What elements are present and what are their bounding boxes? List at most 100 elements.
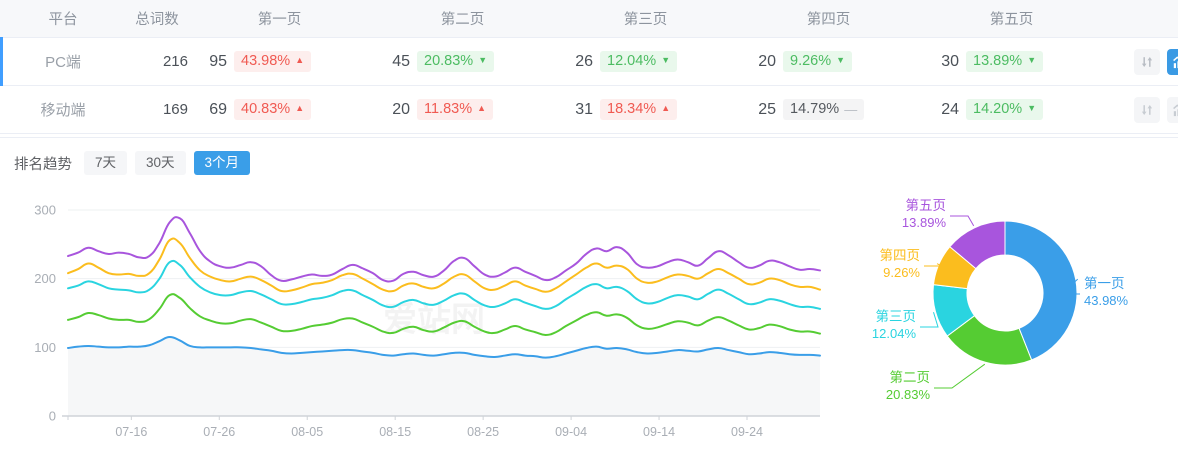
arrow-down-icon: ▼ xyxy=(478,54,488,65)
range-selector: 7天 30天 3个月 xyxy=(84,150,251,176)
page-share-chip: 11.83% ▲ xyxy=(417,98,494,121)
page-share-value: 43.98% xyxy=(241,52,291,69)
flat-dash-icon: — xyxy=(844,101,858,117)
svg-text:07-26: 07-26 xyxy=(203,425,235,439)
page-count: 95 xyxy=(209,52,227,70)
trend-header: 排名趋势 7天 30天 3个月 xyxy=(0,138,1178,188)
svg-text:09-04: 09-04 xyxy=(555,425,587,439)
page-share-chip: 9.26% ▼ xyxy=(783,50,853,73)
cell-actions xyxy=(1103,85,1178,134)
sort-updown-icon[interactable] xyxy=(1134,48,1160,75)
page-share-chip: 12.04% ▼ xyxy=(600,50,678,73)
range-button-30d[interactable]: 30天 xyxy=(135,150,186,176)
page-share-value: 20.83% xyxy=(424,52,474,69)
donut-slice-label: 第一页 xyxy=(1084,275,1125,291)
page-count: 24 xyxy=(941,100,959,118)
page-distribution-donut-chart[interactable]: 第一页 43.98% 第二页 20.83% 第三页 12.04% 第四页 9.26% 第五页 13… xyxy=(838,188,1178,454)
cell-page-3: 26 12.04% ▼ xyxy=(554,37,737,86)
column-header-page-2: 第二页 xyxy=(371,0,554,38)
page-count: 30 xyxy=(941,52,959,70)
page-count: 20 xyxy=(392,100,410,118)
donut-slice-value: 12.04% xyxy=(872,326,917,341)
page-share-chip: 43.98% ▲ xyxy=(234,50,312,73)
cell-page-4: 25 14.79% — xyxy=(737,85,920,134)
donut-slice-label: 第二页 xyxy=(890,369,931,385)
trend-title: 排名趋势 xyxy=(14,156,72,173)
page-share-chip: 20.83% ▼ xyxy=(417,50,495,73)
cell-page-2: 45 20.83% ▼ xyxy=(371,37,554,86)
page-count: 26 xyxy=(575,52,593,70)
donut-slice-label: 第五页 xyxy=(906,197,947,213)
page-share-chip: 13.89% ▼ xyxy=(966,50,1044,73)
donut-slice-value: 13.89% xyxy=(902,215,947,230)
page-count: 20 xyxy=(758,52,776,70)
cell-page-1: 69 40.83% ▲ xyxy=(188,85,371,134)
arrow-down-icon: ▼ xyxy=(1027,102,1037,113)
svg-text:100: 100 xyxy=(34,340,56,355)
svg-text:08-25: 08-25 xyxy=(467,425,499,439)
cell-page-4: 20 9.26% ▼ xyxy=(737,37,920,86)
donut-slice-label: 第三页 xyxy=(876,308,917,324)
donut-slice-value: 20.83% xyxy=(886,387,931,402)
cell-page-3: 31 18.34% ▲ xyxy=(554,85,737,134)
page-share-value: 40.83% xyxy=(241,100,291,117)
table-header-row: 平台 总词数 第一页 第二页 第三页 第四页 第五页 xyxy=(0,0,1178,38)
bar-chart-icon[interactable] xyxy=(1167,48,1178,75)
svg-text:08-15: 08-15 xyxy=(379,425,411,439)
arrow-down-icon: ▼ xyxy=(836,54,846,65)
cell-platform: 移动端 xyxy=(0,85,126,134)
column-header-page-5: 第五页 xyxy=(920,0,1103,38)
table-row[interactable]: 移动端 169 69 40.83% ▲ 20 11.83% ▲ xyxy=(0,85,1178,134)
svg-text:09-14: 09-14 xyxy=(643,425,675,439)
arrow-down-icon: ▼ xyxy=(661,54,671,65)
page-share-chip: 14.20% ▼ xyxy=(966,98,1044,121)
cell-page-2: 20 11.83% ▲ xyxy=(371,85,554,134)
range-button-3m[interactable]: 3个月 xyxy=(193,150,251,176)
arrow-up-icon: ▲ xyxy=(295,102,305,113)
table-body: PC端 216 95 43.98% ▲ 45 20.83% ▼ xyxy=(0,36,1178,134)
cell-page-5: 24 14.20% ▼ xyxy=(920,85,1103,134)
page-count: 69 xyxy=(209,100,227,118)
cell-actions xyxy=(1103,37,1178,86)
svg-text:09-24: 09-24 xyxy=(731,425,763,439)
donut-slice-value: 9.26% xyxy=(883,265,920,280)
cell-page-5: 30 13.89% ▼ xyxy=(920,37,1103,86)
column-header-platform: 平台 xyxy=(0,0,126,38)
svg-text:08-05: 08-05 xyxy=(291,425,323,439)
svg-text:200: 200 xyxy=(34,271,56,286)
page-share-chip: 40.83% ▲ xyxy=(234,98,312,121)
cell-page-1: 95 43.98% ▲ xyxy=(188,37,371,86)
cell-total-keywords: 169 xyxy=(126,85,188,134)
range-button-7d[interactable]: 7天 xyxy=(84,150,128,176)
column-header-page-3: 第三页 xyxy=(554,0,737,38)
column-header-total: 总词数 xyxy=(126,0,188,38)
column-header-actions xyxy=(1103,0,1178,38)
svg-text:300: 300 xyxy=(34,203,56,218)
page-count: 45 xyxy=(392,52,410,70)
cell-total-keywords: 216 xyxy=(126,37,188,86)
section-divider xyxy=(0,137,1178,138)
arrow-up-icon: ▲ xyxy=(477,102,487,113)
bar-chart-icon[interactable] xyxy=(1167,96,1178,123)
page-share-value: 18.34% xyxy=(607,100,657,117)
column-header-page-4: 第四页 xyxy=(737,0,920,38)
rank-trend-line-chart[interactable]: 爱站网 300 200 100 0 07-16 07-26 08-05 08-15 08-25 09… xyxy=(0,188,838,448)
page-share-value: 13.89% xyxy=(973,52,1023,69)
arrow-up-icon: ▲ xyxy=(661,102,671,113)
svg-text:0: 0 xyxy=(49,409,56,424)
page-share-value: 11.83% xyxy=(424,100,473,117)
page-share-value: 14.79% xyxy=(790,100,840,117)
page-count: 25 xyxy=(758,100,776,118)
table-header: 平台 总词数 第一页 第二页 第三页 第四页 第五页 xyxy=(0,0,1178,38)
page-share-value: 9.26% xyxy=(790,52,832,69)
page-share-value: 12.04% xyxy=(607,52,657,69)
sort-updown-icon[interactable] xyxy=(1134,96,1160,123)
donut-slice-label: 第四页 xyxy=(880,247,921,263)
column-header-page-1: 第一页 xyxy=(188,0,371,38)
table-row[interactable]: PC端 216 95 43.98% ▲ 45 20.83% ▼ xyxy=(0,36,1178,86)
donut-slice-value: 43.98% xyxy=(1084,293,1129,308)
svg-text:07-16: 07-16 xyxy=(115,425,147,439)
page-count: 31 xyxy=(575,100,593,118)
arrow-down-icon: ▼ xyxy=(1027,54,1037,65)
